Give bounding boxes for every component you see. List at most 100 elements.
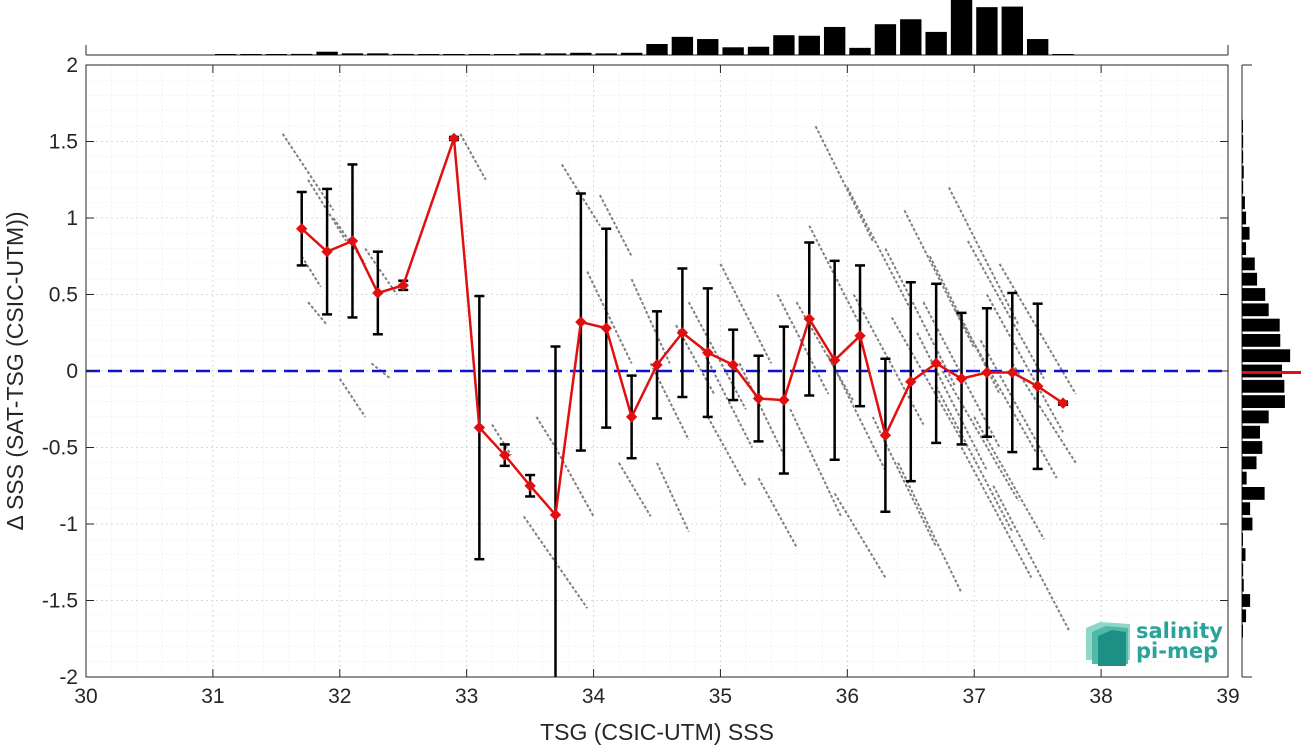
right-hist-bar xyxy=(1242,349,1291,363)
right-hist-bar xyxy=(1242,196,1245,210)
scatter-streak xyxy=(599,194,633,257)
mean-marker xyxy=(778,394,790,406)
scatter-streak xyxy=(947,186,1020,326)
mean-marker xyxy=(499,449,511,461)
mean-marker xyxy=(625,411,638,423)
scatter-streak xyxy=(586,271,633,364)
scatter-streak xyxy=(630,278,671,364)
right-histogram xyxy=(1241,64,1301,678)
logo-line2: pi-mep xyxy=(1136,639,1218,663)
y-tick-label: 2 xyxy=(66,54,78,77)
x-tick-label: 38 xyxy=(1089,685,1112,708)
top-hist-bar xyxy=(747,46,770,55)
salinity-pi-mep-logo: salinity pi-mep xyxy=(1086,619,1223,666)
right-hist-bar xyxy=(1242,594,1251,607)
right-hist-bar xyxy=(1242,364,1283,378)
scatter-streak xyxy=(846,186,912,311)
right-hist-bar xyxy=(1242,257,1255,271)
mean-marker xyxy=(600,322,612,334)
mean-marker xyxy=(702,346,714,359)
top-hist-bar xyxy=(291,53,313,55)
scatter-streak xyxy=(967,240,1045,380)
scatter-streak xyxy=(827,355,887,471)
mean-marker xyxy=(473,421,486,434)
top-hist-bar xyxy=(519,53,541,55)
mean-marker xyxy=(1006,366,1018,379)
top-hist-bar xyxy=(367,53,389,55)
scatter-streak xyxy=(338,378,366,418)
mean-marker xyxy=(854,330,866,342)
mean-marker xyxy=(397,279,409,292)
scatter-streak xyxy=(776,294,830,395)
scatter-streak xyxy=(890,316,963,441)
scatter-streak xyxy=(833,492,887,579)
mean-marker xyxy=(905,376,917,388)
scatter-streak xyxy=(928,255,1001,395)
logo-mark-icon xyxy=(1086,622,1130,666)
top-hist-bar xyxy=(494,54,516,55)
mean-marker xyxy=(930,357,942,370)
mean-marker xyxy=(296,223,308,235)
scatter-streak xyxy=(979,339,1058,479)
top-hist-bar xyxy=(976,7,998,55)
mean-marker xyxy=(448,132,460,145)
right-hist-bar xyxy=(1242,502,1251,516)
scatter-streak xyxy=(459,133,487,181)
right-hist-bar xyxy=(1242,441,1263,454)
scatter-streak xyxy=(941,370,1020,502)
top-hist-bar xyxy=(950,0,973,55)
top-hist-bar xyxy=(214,54,237,55)
right-hist-bar xyxy=(1242,471,1247,485)
mean-marker xyxy=(752,392,765,405)
mean-marker xyxy=(524,480,536,492)
scatter-streak xyxy=(916,332,988,471)
scatter-streak xyxy=(687,301,747,410)
right-hist-bar xyxy=(1242,303,1269,317)
axes xyxy=(85,64,1229,678)
mean-marker xyxy=(879,429,892,441)
x-tick-label: 37 xyxy=(963,685,986,708)
scatter-streak xyxy=(700,347,754,448)
y-tick-label: 0.5 xyxy=(49,284,78,307)
mean-line xyxy=(300,138,1064,518)
top-hist-bar xyxy=(722,47,744,55)
top-hist-bar xyxy=(925,31,947,55)
scatter-streak xyxy=(973,416,1045,540)
right-hist-bar xyxy=(1242,395,1285,408)
scatter-streak xyxy=(554,447,595,517)
right-hist-bar xyxy=(1242,624,1243,638)
scatter-streak xyxy=(935,385,1014,533)
tick-labels: 30 31 32 33 34 35 36 37 38 39 -2 -1.5 -1 -0.5 0 0.5 1 1.5… xyxy=(42,54,1240,708)
top-hist-bar xyxy=(874,24,897,55)
right-hist-bar xyxy=(1242,425,1260,439)
scatter-streak xyxy=(364,248,398,296)
top-hist-bar xyxy=(468,54,491,55)
scatter-streak xyxy=(795,301,855,403)
x-tick-label: 31 xyxy=(201,685,224,708)
right-hist-bar xyxy=(1242,288,1266,301)
scatter-streak xyxy=(789,408,842,517)
right-hist-bar xyxy=(1242,211,1247,225)
top-hist-bar xyxy=(1001,6,1023,56)
mean-marker xyxy=(651,359,663,371)
mean-marker xyxy=(981,366,993,379)
top-hist-bar xyxy=(823,26,846,55)
scatter-streak xyxy=(992,485,1071,632)
top-hist-bar xyxy=(544,53,567,55)
scatter-streak xyxy=(897,462,963,594)
mean-marker xyxy=(1057,397,1069,409)
right-hist-bar xyxy=(1242,609,1247,623)
top-hist-bar xyxy=(1026,39,1049,55)
scatter-streak xyxy=(738,362,785,456)
right-hist-bar xyxy=(1242,517,1253,531)
scatter-streak xyxy=(281,133,335,211)
mean-line-layer xyxy=(296,132,1069,521)
top-hist-bar xyxy=(671,36,694,55)
x-tick-label: 33 xyxy=(455,685,478,708)
x-tick-label: 36 xyxy=(836,685,859,708)
mean-marker xyxy=(803,313,815,325)
mean-marker xyxy=(676,327,689,339)
right-hist-bar xyxy=(1242,318,1280,332)
top-hist-bar xyxy=(595,53,617,55)
y-tick-label: 1.5 xyxy=(49,131,78,154)
